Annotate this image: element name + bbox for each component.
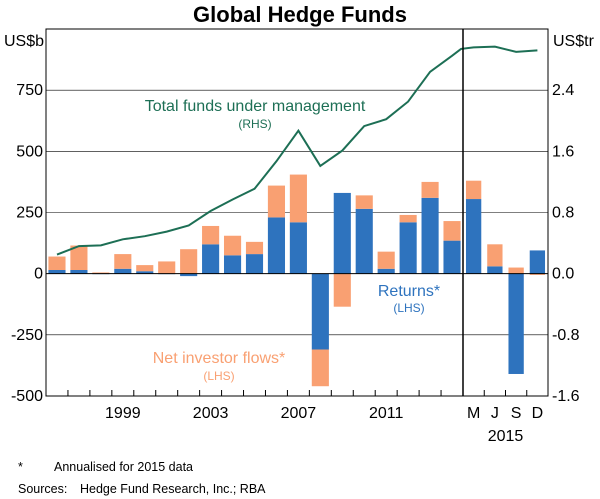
- bars: [48, 174, 546, 387]
- right-tick-label: 2.4: [552, 82, 574, 99]
- returns-bar: [202, 244, 220, 274]
- right-tick-label: -1.6: [552, 388, 580, 405]
- x-tick-label: M: [467, 405, 480, 422]
- flows-bar: [289, 174, 307, 223]
- flows-bar: [355, 195, 373, 209]
- returns-bar: [267, 217, 286, 274]
- sources-text: Hedge Fund Research, Inc.; RBA: [80, 482, 266, 496]
- returns-bar: [465, 199, 482, 274]
- returns-bar: [223, 255, 242, 274]
- returns-bar: [487, 266, 503, 274]
- x-year-label: 2015: [488, 428, 524, 445]
- returns-bar: [399, 222, 417, 274]
- x-tick-label: 2003: [193, 405, 229, 422]
- flows-bar: [465, 180, 482, 200]
- flows-bar: [180, 249, 198, 274]
- x-axis: 1999 2003 2007 2011 M J S D 2015: [105, 405, 543, 445]
- flows-bar: [333, 273, 351, 307]
- right-tick-label: -0.8: [552, 327, 580, 344]
- right-tick-label: 0.0: [552, 266, 574, 283]
- flows-bar: [311, 349, 329, 387]
- returns-bar: [136, 271, 154, 274]
- fum-legend-label: Total funds under management: [145, 98, 366, 115]
- returns-bar: [355, 208, 373, 274]
- right-unit-label: US$tr: [553, 33, 595, 50]
- returns-bar: [443, 240, 461, 274]
- returns-bar: [508, 273, 524, 374]
- x-tick-label: J: [491, 405, 499, 422]
- flows-bar: [487, 244, 503, 267]
- plot-frame: [45, 28, 549, 397]
- footnote: * Annualised for 2015 data: [18, 460, 193, 474]
- left-tick-label: 250: [16, 205, 43, 222]
- left-tick-label: 750: [16, 82, 43, 99]
- returns-legend-sublabel: (LHS): [393, 301, 424, 315]
- footnote-mark: *: [18, 460, 23, 474]
- flows-bar: [48, 256, 66, 270]
- x-tick-label: S: [511, 405, 522, 422]
- flows-legend-sublabel: (LHS): [203, 369, 234, 383]
- returns-bar: [377, 268, 395, 274]
- x-tick-label: 2011: [369, 405, 404, 422]
- flows-bar: [421, 181, 439, 198]
- sources-label: Sources:: [18, 482, 68, 496]
- flows-bar: [508, 267, 524, 274]
- left-tick-label: 500: [16, 143, 43, 160]
- returns-bar: [114, 268, 132, 274]
- hedge-funds-chart: Global Hedge Funds US$b US$tr -500 -250 0 2…: [4, 2, 595, 445]
- flows-bar: [377, 251, 395, 269]
- left-tick-label: 0: [34, 266, 43, 283]
- chart-title: Global Hedge Funds: [193, 2, 407, 27]
- flows-bar: [202, 225, 220, 245]
- left-unit-label: US$b: [4, 33, 44, 50]
- flows-legend-label: Net investor flows*: [153, 350, 286, 367]
- flows-bar: [245, 241, 264, 255]
- tick-marks: [67, 390, 528, 396]
- flows-bar: [223, 235, 242, 256]
- returns-bar: [529, 250, 546, 274]
- returns-legend-label: Returns*: [378, 283, 440, 300]
- sources-note: Sources: Hedge Fund Research, Inc.; RBA: [18, 482, 266, 496]
- returns-bar: [180, 273, 198, 277]
- flows-bar: [114, 254, 132, 269]
- left-tick-label: -500: [11, 388, 43, 405]
- left-axis: -500 -250 0 250 500 750: [11, 82, 43, 405]
- series-annotations: Total funds under management (RHS) Retur…: [145, 98, 440, 383]
- returns-bar: [311, 273, 329, 350]
- returns-bar: [421, 197, 439, 274]
- flows-bar: [136, 265, 154, 272]
- returns-bar: [48, 269, 66, 274]
- flows-bar: [92, 272, 110, 274]
- fum-legend-sublabel: (RHS): [238, 117, 271, 131]
- returns-bar: [289, 222, 307, 274]
- flows-bar: [70, 245, 88, 270]
- returns-bar: [70, 269, 88, 274]
- x-tick-label: D: [532, 405, 544, 422]
- flows-bar: [443, 221, 461, 241]
- footnote-text: Annualised for 2015 data: [54, 460, 193, 474]
- x-tick-label: 2007: [281, 405, 317, 422]
- flows-bar: [267, 185, 286, 218]
- returns-bar: [245, 254, 264, 274]
- flows-bar: [158, 261, 176, 274]
- flows-bar: [529, 273, 546, 275]
- right-axis: -1.6 -0.8 0.0 0.8 1.6 2.4: [552, 82, 580, 405]
- right-tick-label: 0.8: [552, 205, 574, 222]
- right-tick-label: 1.6: [552, 143, 574, 160]
- flows-bar: [399, 214, 417, 223]
- left-tick-label: -250: [11, 327, 43, 344]
- returns-bar: [333, 192, 351, 274]
- x-tick-label: 1999: [105, 405, 141, 422]
